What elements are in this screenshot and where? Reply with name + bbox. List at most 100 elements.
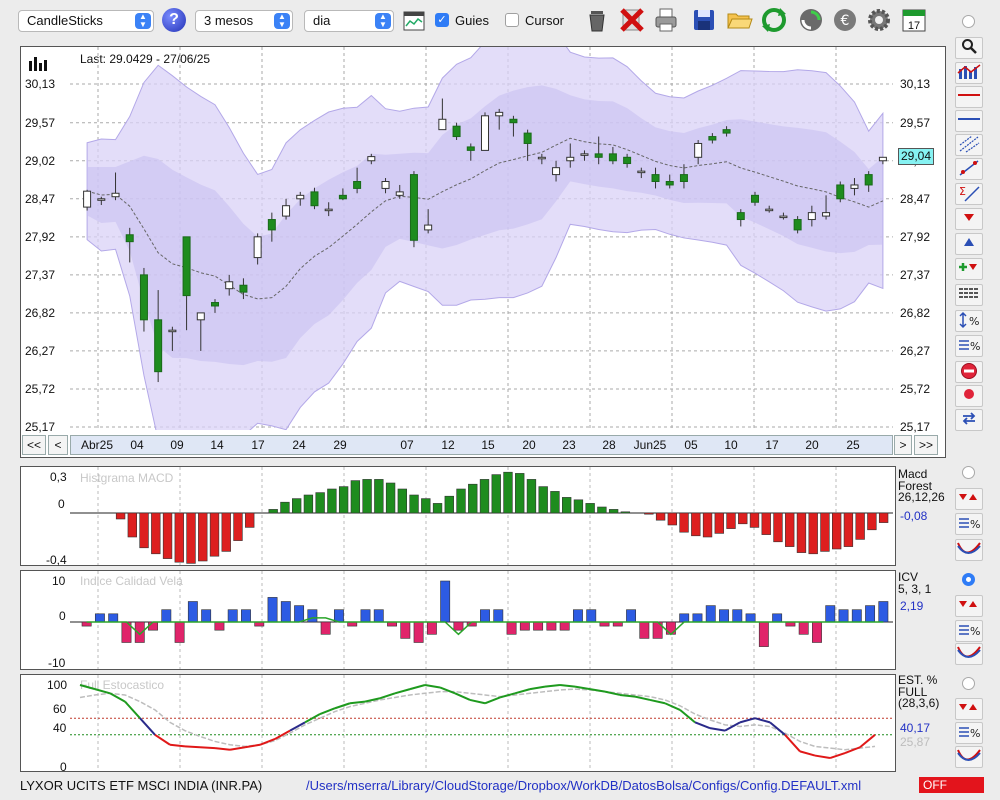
save-icon[interactable] xyxy=(690,6,718,34)
add-remove-signal-button[interactable] xyxy=(955,258,983,280)
stoch-k-segment xyxy=(499,692,516,699)
stoch-k-segment xyxy=(724,721,741,732)
candle-body xyxy=(566,156,575,162)
candle-body xyxy=(751,194,759,203)
trash-icon[interactable] xyxy=(583,6,611,34)
candle-body xyxy=(793,219,802,231)
stoch-percent-button[interactable]: % xyxy=(955,722,983,744)
stoch-k-segment xyxy=(649,698,666,705)
guides-label: Guies xyxy=(455,13,489,28)
guides-checkbox[interactable]: ✓ xyxy=(435,13,449,27)
stoch-k-segment xyxy=(484,696,501,705)
gear-icon[interactable] xyxy=(865,6,893,34)
macd-bar xyxy=(385,482,396,514)
stochastic-chart[interactable] xyxy=(70,675,893,771)
print-icon[interactable] xyxy=(652,6,680,34)
icv-bar xyxy=(108,613,119,623)
range-percent-icon: % xyxy=(959,311,979,329)
dashed-lines-icon xyxy=(959,288,979,298)
icv-bar xyxy=(187,601,198,623)
candle-body xyxy=(651,174,660,183)
config-path-link[interactable]: /Users/mserra/Library/CloudStorage/Dropb… xyxy=(306,778,862,793)
chart-window-icon[interactable] xyxy=(403,11,425,31)
radio-main[interactable] xyxy=(962,15,975,28)
macd-curve-button[interactable] xyxy=(955,539,983,561)
icv-bar xyxy=(772,613,783,623)
horizontal-line-red-button[interactable] xyxy=(955,86,983,108)
macd-signal-button[interactable] xyxy=(955,488,983,510)
macd-bar xyxy=(820,512,830,552)
horizontal-line-blue-button[interactable] xyxy=(955,110,983,132)
y-tick-right: 28,47 xyxy=(900,191,931,206)
percent-lines-button[interactable]: % xyxy=(955,335,983,357)
x-tick-label: 29 xyxy=(333,438,347,452)
macd-percent-button[interactable]: % xyxy=(955,513,983,535)
help-icon[interactable]: ? xyxy=(162,8,186,32)
zoom-button[interactable] xyxy=(955,37,983,59)
stoch-legend-2: FULL xyxy=(898,685,928,699)
price-chart[interactable] xyxy=(70,47,893,430)
macd-legend-3: 26,12,26 xyxy=(898,490,945,504)
radio-stoch[interactable] xyxy=(962,677,975,690)
interval-select[interactable]: dia ▲ ▼ xyxy=(304,10,394,32)
nav-last-button[interactable]: >> xyxy=(914,435,938,455)
record-button[interactable] xyxy=(955,385,983,407)
candle-body xyxy=(608,153,617,162)
lines-percent-icon: % xyxy=(959,625,980,638)
stoch-curve-button[interactable] xyxy=(955,746,983,768)
icv-legend-2: 5, 3, 1 xyxy=(898,582,932,596)
stoch-k-segment xyxy=(529,685,546,691)
y-tick-right: 27,92 xyxy=(900,229,931,244)
icv-chart[interactable] xyxy=(70,571,893,669)
macd-ytick-top: 0,3 xyxy=(50,470,67,484)
trend-channel-button[interactable] xyxy=(955,134,983,156)
radio-icv[interactable] xyxy=(962,573,975,586)
icv-signal-button[interactable] xyxy=(955,595,983,617)
sigma-icon: Σ xyxy=(959,185,980,202)
up-arrow-button[interactable] xyxy=(955,233,983,255)
macd-bar xyxy=(174,512,184,563)
cursor-checkbox[interactable] xyxy=(505,13,519,27)
macd-histogram[interactable] xyxy=(70,467,893,565)
icv-curve-button[interactable] xyxy=(955,643,983,665)
percent-range-button[interactable]: % xyxy=(955,310,983,332)
nav-prev-button[interactable]: < xyxy=(48,435,68,455)
icv-bar xyxy=(413,621,424,643)
macd-bar xyxy=(221,512,231,552)
grid-lines-button[interactable] xyxy=(955,284,983,306)
macd-bar xyxy=(608,509,619,514)
no-entry-button[interactable] xyxy=(955,361,983,383)
date-scrollbar[interactable] xyxy=(70,435,893,455)
icv-percent-button[interactable]: % xyxy=(955,620,983,642)
radio-macd[interactable] xyxy=(962,466,975,479)
trend-line-button[interactable] xyxy=(955,158,983,180)
delete-icon[interactable] xyxy=(618,6,646,34)
swap-button[interactable] xyxy=(955,409,983,431)
nav-first-button[interactable]: << xyxy=(22,435,46,455)
red-line-icon xyxy=(958,94,980,96)
nav-next-button[interactable]: > xyxy=(894,435,912,455)
candle-body xyxy=(509,118,518,124)
stoch-k-segment xyxy=(679,709,696,724)
indicator-overlay-button[interactable] xyxy=(955,62,983,84)
svg-text:%: % xyxy=(970,340,980,353)
stoch-legend-1: EST. % xyxy=(898,673,938,687)
x-tick-label: 07 xyxy=(400,438,414,452)
euro-icon[interactable]: € xyxy=(831,6,859,34)
stoch-k-segment xyxy=(709,727,726,732)
period-select[interactable]: 3 mesos ▲ ▼ xyxy=(195,10,293,32)
x-tick-label: 14 xyxy=(210,438,224,452)
stoch-signal-button[interactable] xyxy=(955,698,983,720)
x-tick-label: 20 xyxy=(522,438,536,452)
candle-body xyxy=(878,156,887,162)
sync-icon[interactable] xyxy=(797,6,825,34)
chart-type-select[interactable]: CandleSticks ▲ ▼ xyxy=(18,10,154,32)
open-folder-icon[interactable] xyxy=(725,6,753,34)
calendar-icon[interactable]: 17 xyxy=(900,6,928,34)
sigma-trend-button[interactable]: Σ xyxy=(955,183,983,205)
stoch-k-segment xyxy=(814,754,831,760)
stoch-k-segment xyxy=(574,685,591,691)
y-tick-left: 25,17 xyxy=(25,420,56,434)
down-arrow-button[interactable] xyxy=(955,208,983,230)
refresh-icon[interactable] xyxy=(760,6,788,34)
